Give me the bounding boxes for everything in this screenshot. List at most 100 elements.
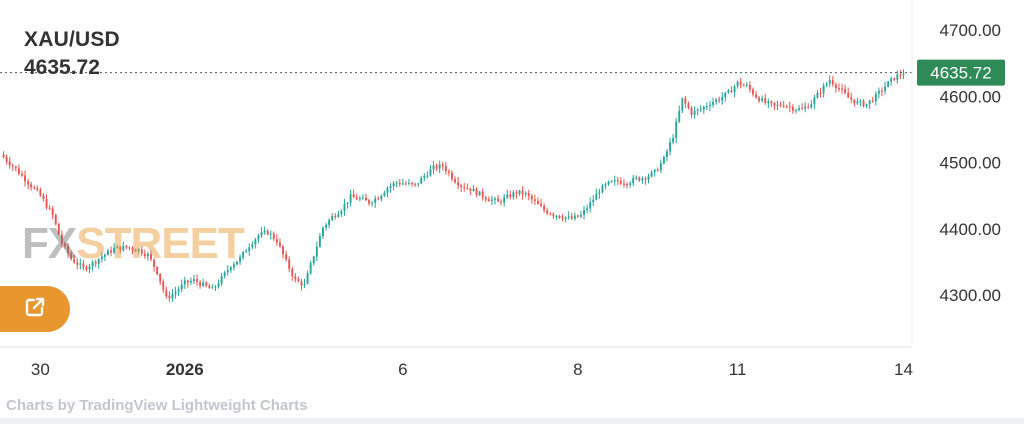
candle bbox=[174, 291, 177, 294]
candle bbox=[856, 101, 859, 104]
symbol-label: XAU/USD bbox=[24, 28, 120, 51]
candle bbox=[128, 247, 131, 249]
candle bbox=[156, 267, 159, 275]
y-tick-label: 4700.00 bbox=[940, 21, 1001, 40]
candle bbox=[401, 183, 404, 185]
candle bbox=[607, 181, 610, 185]
candle bbox=[810, 104, 813, 108]
candle bbox=[334, 215, 337, 217]
candle bbox=[291, 268, 294, 277]
candle bbox=[693, 110, 696, 115]
candle bbox=[838, 87, 840, 89]
candle bbox=[755, 94, 757, 98]
candle bbox=[352, 194, 355, 198]
candle bbox=[696, 109, 699, 111]
candle bbox=[715, 99, 718, 103]
candle bbox=[730, 90, 733, 93]
candle bbox=[73, 258, 76, 263]
candle bbox=[767, 101, 770, 104]
candle bbox=[813, 97, 816, 105]
candle bbox=[395, 182, 398, 184]
candle bbox=[150, 253, 152, 260]
candle bbox=[702, 106, 705, 110]
candle bbox=[758, 97, 761, 101]
candle bbox=[865, 104, 868, 107]
footer-divider bbox=[0, 418, 1024, 424]
candle bbox=[727, 90, 730, 93]
candle bbox=[254, 239, 257, 245]
candle bbox=[761, 98, 764, 101]
candle bbox=[893, 78, 896, 80]
last-price-tag-bg bbox=[917, 59, 1005, 86]
y-tick-label: 4400.00 bbox=[940, 220, 1001, 239]
candle bbox=[389, 186, 392, 189]
candle bbox=[85, 267, 88, 270]
candle bbox=[294, 276, 297, 280]
candle bbox=[807, 106, 810, 108]
candle bbox=[515, 192, 518, 194]
candle bbox=[420, 177, 423, 184]
candle bbox=[143, 253, 146, 257]
candle bbox=[868, 100, 871, 105]
candle bbox=[770, 101, 773, 103]
candle bbox=[355, 197, 358, 200]
x-tick-label: 2026 bbox=[166, 360, 204, 379]
candle bbox=[266, 230, 269, 235]
candle bbox=[678, 110, 681, 122]
candle bbox=[315, 246, 318, 257]
candle bbox=[103, 254, 106, 257]
candle bbox=[521, 190, 524, 195]
candle bbox=[408, 182, 410, 184]
candle bbox=[745, 84, 748, 86]
candle bbox=[300, 281, 303, 286]
candle bbox=[641, 178, 644, 181]
candle bbox=[377, 198, 380, 200]
candle bbox=[67, 245, 69, 254]
candle bbox=[297, 279, 300, 282]
candle bbox=[742, 85, 745, 87]
candle bbox=[831, 80, 834, 85]
candle bbox=[672, 138, 675, 143]
candle bbox=[131, 248, 134, 251]
candle bbox=[601, 185, 604, 193]
candle bbox=[675, 121, 678, 139]
candle bbox=[60, 234, 63, 244]
candle bbox=[825, 83, 828, 86]
candle bbox=[564, 217, 567, 219]
candle bbox=[647, 176, 650, 180]
candle bbox=[79, 263, 82, 265]
candle bbox=[82, 263, 85, 268]
y-axis: 4700.00 4600.00 4500.00 4400.00 4300.00 bbox=[940, 21, 1001, 305]
candle bbox=[374, 198, 377, 203]
candle bbox=[457, 182, 460, 186]
candle bbox=[392, 183, 395, 187]
candle bbox=[417, 183, 420, 185]
candle bbox=[122, 245, 125, 251]
candle bbox=[497, 198, 499, 202]
candle bbox=[411, 182, 413, 184]
last-price-label: 4635.72 bbox=[917, 59, 1005, 86]
candle bbox=[39, 189, 42, 196]
candle bbox=[177, 289, 180, 292]
candle bbox=[386, 188, 389, 193]
candle bbox=[853, 99, 856, 104]
candle bbox=[251, 244, 254, 248]
x-tick-label: 6 bbox=[398, 360, 407, 379]
candle bbox=[76, 262, 79, 265]
candle bbox=[70, 253, 73, 259]
candle bbox=[681, 98, 684, 111]
candle bbox=[662, 156, 665, 164]
candle bbox=[638, 177, 641, 181]
candle bbox=[819, 92, 822, 94]
candle bbox=[8, 161, 11, 166]
candle bbox=[340, 211, 343, 215]
candle bbox=[328, 219, 331, 225]
open-chart-button[interactable] bbox=[0, 286, 70, 332]
candle bbox=[134, 250, 137, 252]
candle bbox=[580, 214, 582, 217]
x-tick-label: 14 bbox=[894, 360, 913, 379]
candle bbox=[214, 286, 217, 288]
footer-attribution: Charts by TradingView Lightweight Charts bbox=[6, 397, 308, 414]
candle bbox=[110, 250, 112, 253]
